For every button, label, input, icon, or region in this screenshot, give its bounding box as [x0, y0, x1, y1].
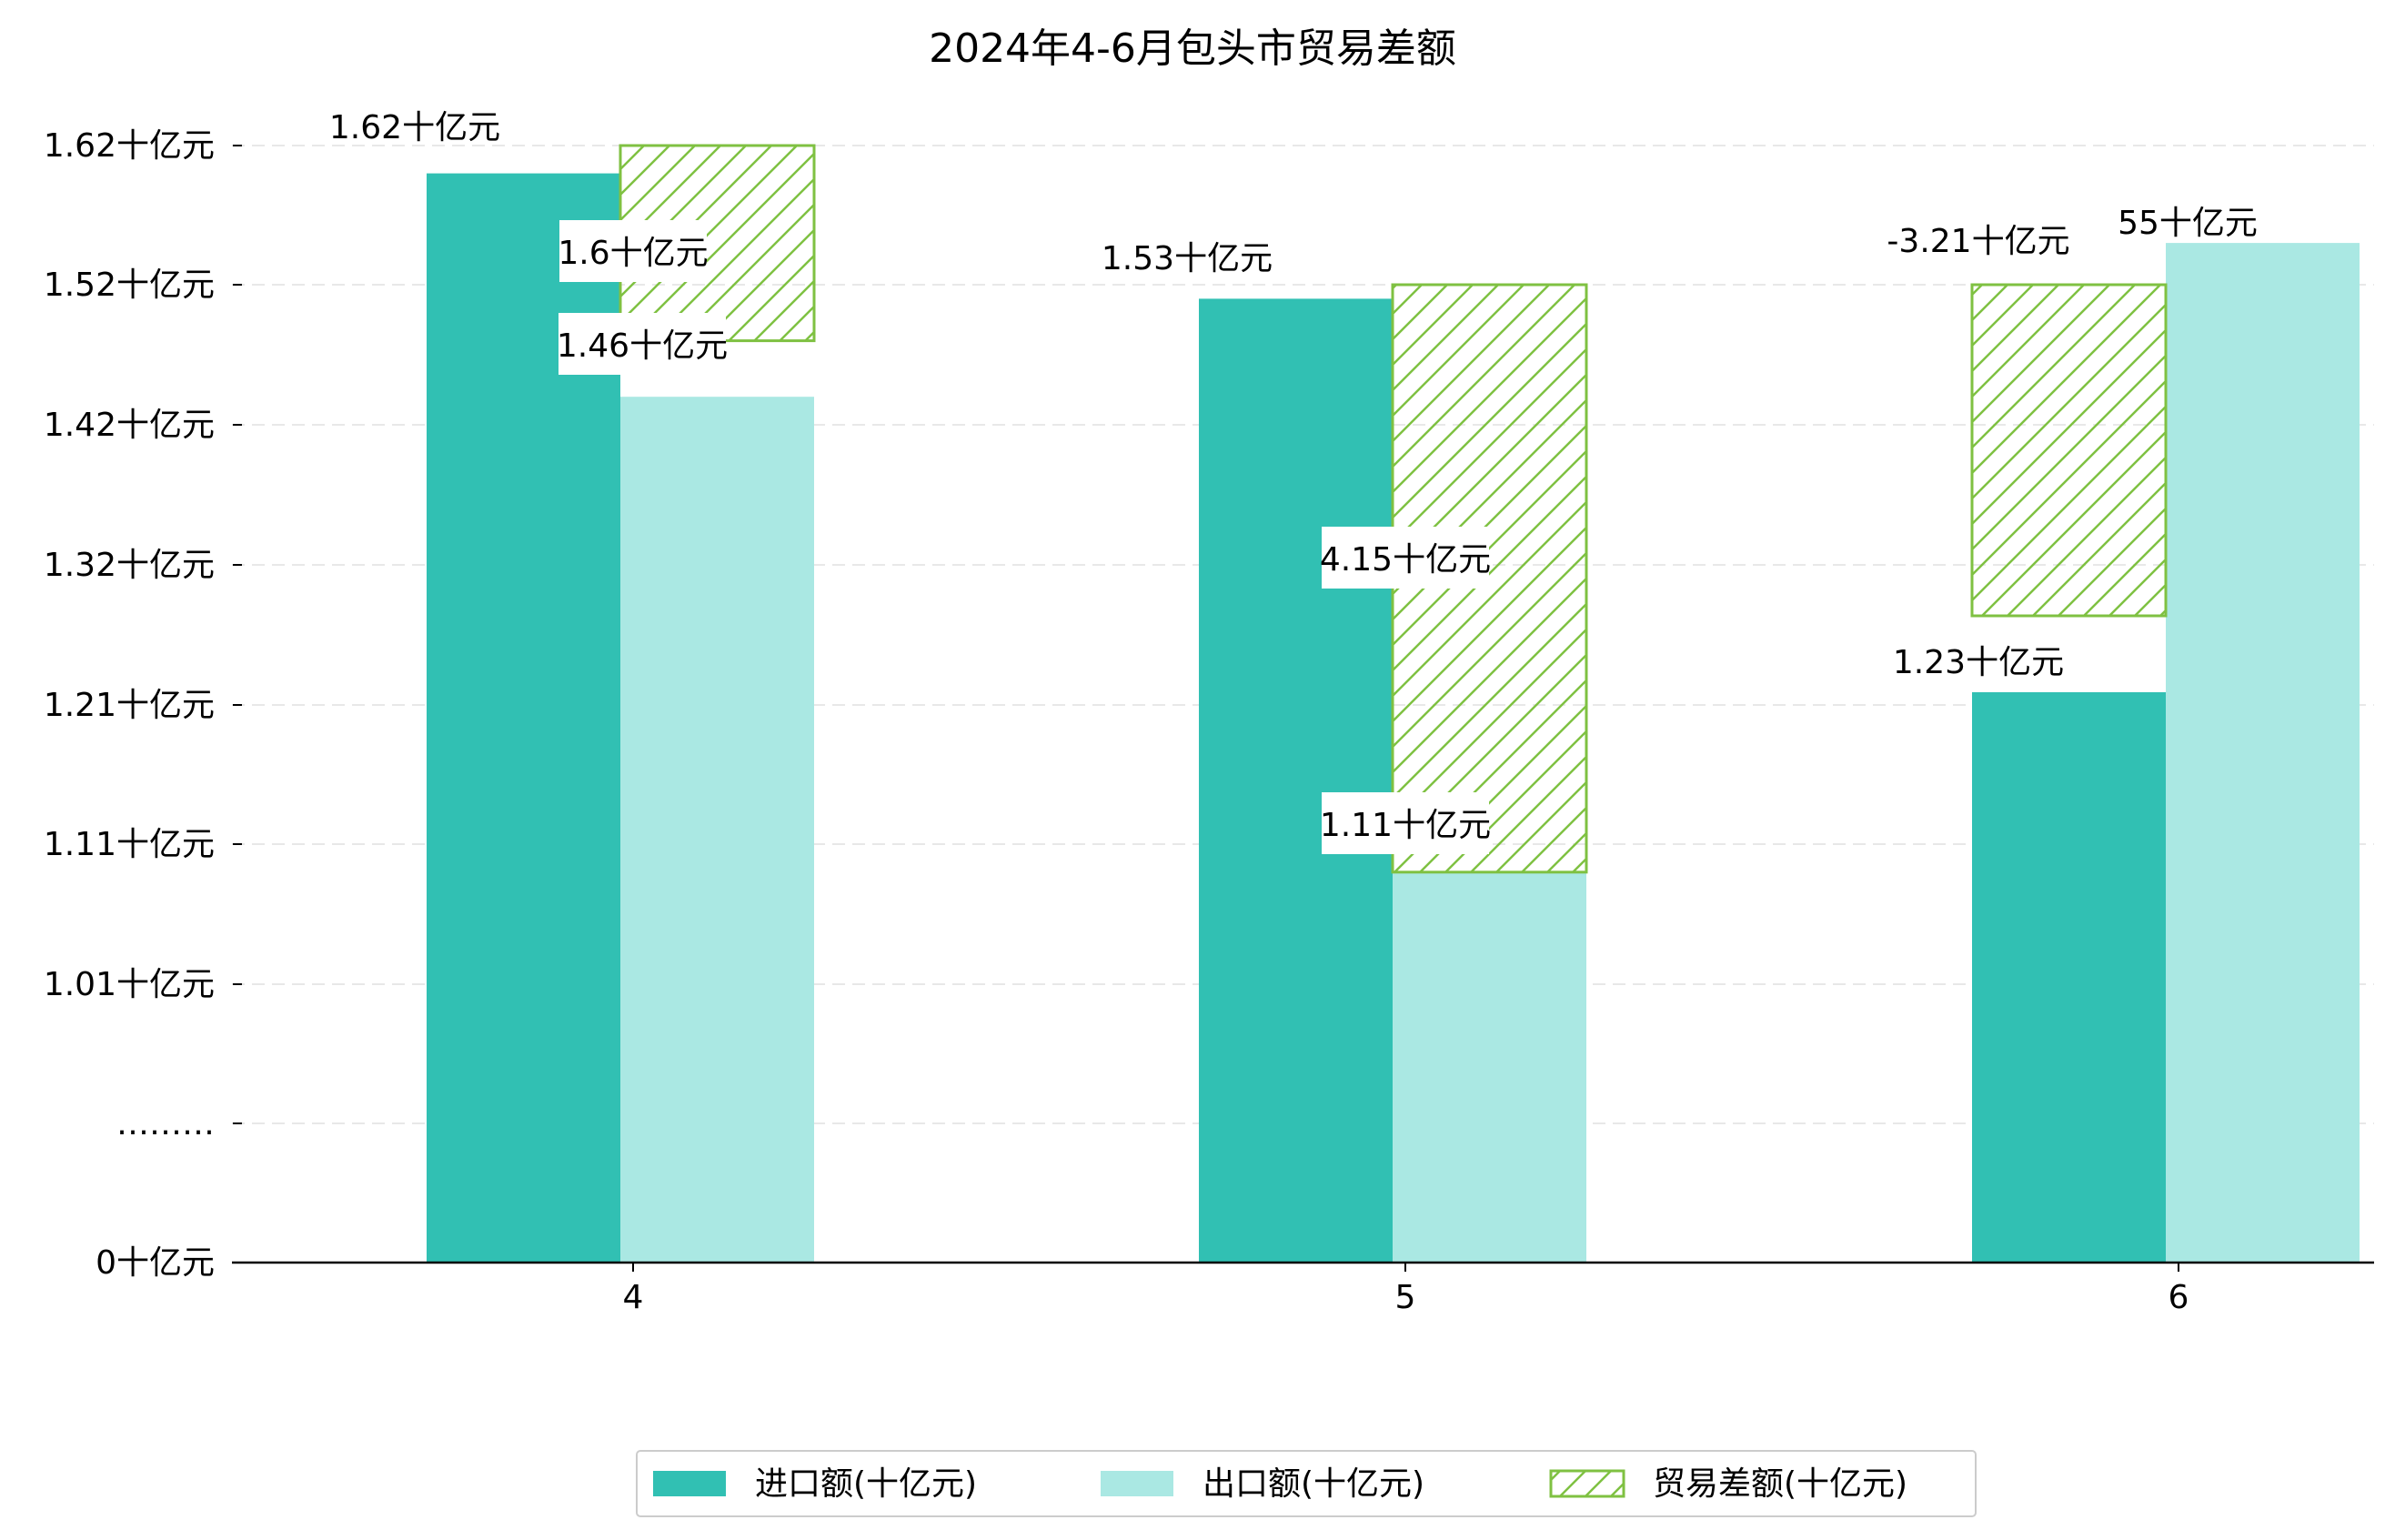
legend-swatch	[653, 1471, 726, 1496]
y-tick-label: ………	[116, 1105, 215, 1142]
data-label-bg	[1322, 792, 1489, 854]
data-label-export: 1.11十亿元	[1320, 792, 1491, 854]
legend-label: 进口额(十亿元)	[755, 1465, 977, 1503]
data-label-balance: 4.15十亿元	[1320, 527, 1491, 589]
y-tick-label: 1.32十亿元	[44, 547, 215, 584]
data-label-text: 1.11十亿元	[1320, 807, 1491, 844]
y-tick-label: 1.62十亿元	[44, 127, 215, 165]
y-tick-label: 0十亿元	[96, 1244, 215, 1282]
data-label-export: 1.46十亿元	[557, 313, 728, 375]
data-label-import: 1.53十亿元	[1102, 240, 1273, 277]
data-label-bg	[1322, 527, 1489, 589]
y-tick-label: 1.42十亿元	[44, 407, 215, 444]
data-label-export: 55十亿元	[2118, 205, 2258, 242]
data-label-text: 1.53十亿元	[1102, 240, 1273, 277]
data-label-balance: -3.21十亿元	[1887, 223, 2069, 260]
legend-label: 贸易差额(十亿元)	[1653, 1465, 1907, 1503]
bar-trade-balance	[1970, 283, 2168, 618]
data-label-bg	[1895, 629, 2062, 691]
bar-export	[2166, 243, 2360, 1263]
x-tick-label: 4	[623, 1279, 644, 1316]
bar-import	[1972, 692, 2166, 1263]
legend: 进口额(十亿元) 出口额(十亿元) 贸易差额(十亿元)	[636, 1450, 1977, 1517]
bars-layer	[427, 144, 2360, 1263]
data-label-balance: 1.6十亿元	[558, 220, 709, 282]
bar-import	[1199, 298, 1393, 1263]
axes-layer: 0十亿元 ……… 1.01十亿元 1.11十亿元 1.21十亿元 1.32十亿元 1.42十…	[44, 127, 2374, 1316]
x-tick-label: 6	[2169, 1279, 2189, 1316]
y-tick-label: 1.01十亿元	[44, 966, 215, 1003]
y-tick-label: 1.21十亿元	[44, 687, 215, 724]
data-label-text: 1.6十亿元	[558, 235, 708, 272]
data-label-import: 1.62十亿元	[329, 109, 500, 146]
bar-export	[1393, 871, 1586, 1263]
bar-export	[620, 397, 814, 1263]
chart-title: 2024年4-6月包头市贸易差额	[929, 25, 1456, 72]
legend-label: 出口额(十亿元)	[1203, 1465, 1424, 1503]
y-tick-label: 1.52十亿元	[44, 267, 215, 304]
y-tick-label: 1.11十亿元	[44, 826, 215, 863]
data-label-text: 4.15十亿元	[1320, 541, 1491, 579]
data-label-bg	[559, 220, 707, 282]
data-label-text: 1.23十亿元	[1893, 644, 2064, 681]
data-label-text: -3.21十亿元	[1887, 223, 2069, 260]
legend-frame	[636, 1450, 1977, 1517]
data-labels-layer: 1.62十亿元 1.6十亿元 1.46十亿元 1.53十亿元 4.15十亿元 1.11十亿…	[329, 109, 2258, 854]
data-label-text: 55十亿元	[2118, 205, 2258, 242]
legend-swatch	[1549, 1469, 1625, 1498]
legend-swatch	[1101, 1471, 1173, 1496]
data-label-text: 1.62十亿元	[329, 109, 500, 146]
x-tick-label: 5	[1395, 1279, 1416, 1316]
data-label-bg	[559, 313, 726, 375]
data-label-import: 1.23十亿元	[1893, 629, 2064, 691]
data-label-text: 1.46十亿元	[557, 327, 728, 365]
